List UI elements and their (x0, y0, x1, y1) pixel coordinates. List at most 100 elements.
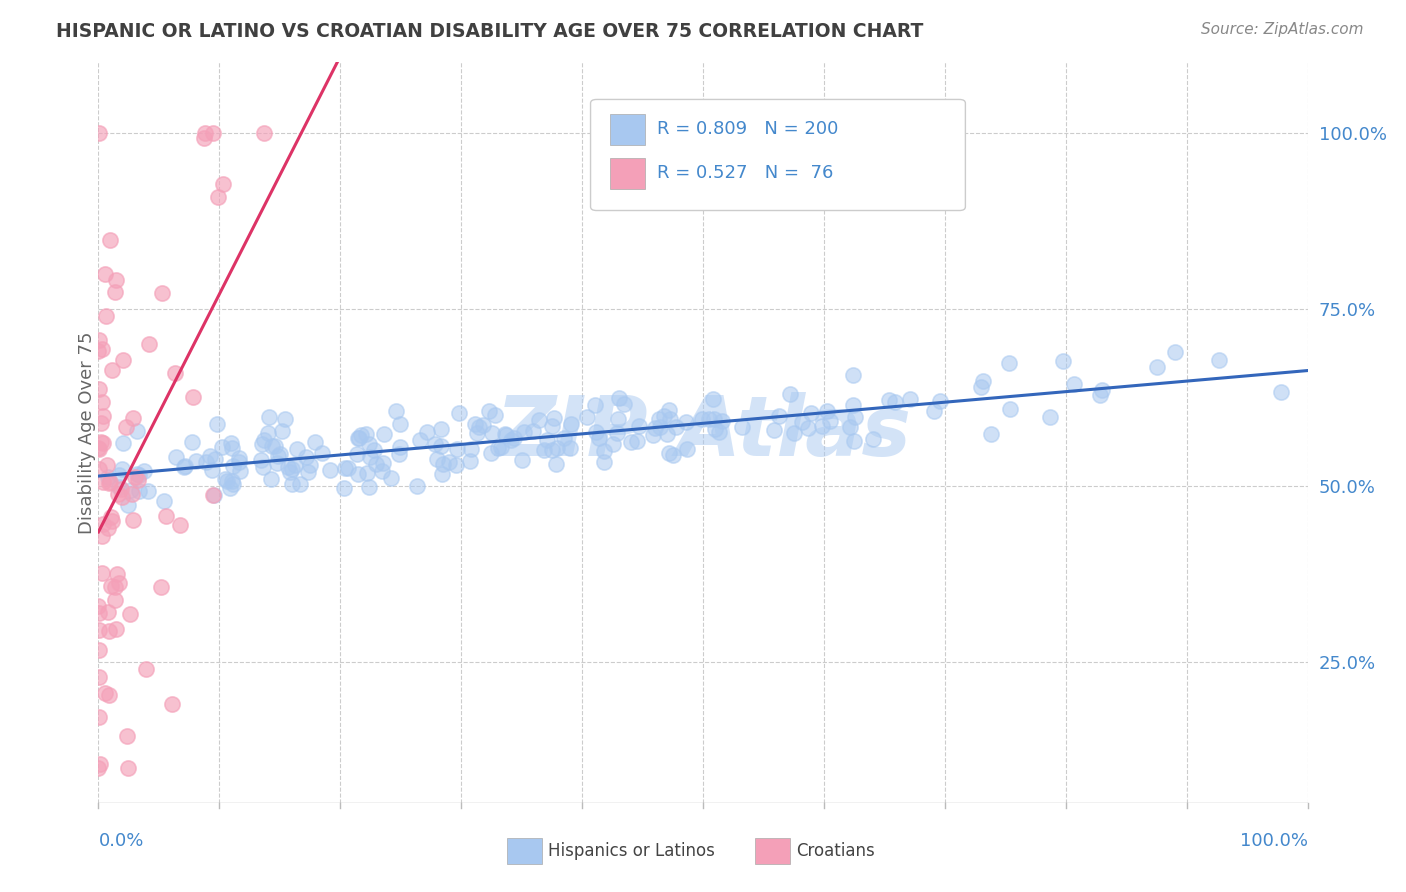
Point (486, 441, 509, 455)
Point (703, 412, 725, 426)
Point (122, 513, 145, 527)
Point (676, 442, 699, 456)
Point (311, 446, 333, 460)
Point (87, 441, 110, 455)
Point (215, 474, 238, 488)
Point (105, 273, 128, 287)
Point (659, 412, 682, 426)
Point (697, 412, 720, 426)
Point (544, 457, 567, 471)
Point (347, 467, 370, 481)
Point (346, 431, 368, 445)
Point (212, 177, 235, 191)
Point (111, 490, 134, 504)
Point (112, 435, 135, 450)
Text: R = 0.527   N =  76: R = 0.527 N = 76 (657, 164, 834, 183)
Point (437, 455, 460, 469)
Point (107, 480, 129, 494)
Point (446, 442, 468, 456)
Point (104, 580, 127, 594)
Point (409, 433, 432, 447)
Point (181, 434, 204, 449)
Point (89, 670, 111, 684)
Point (150, 580, 173, 594)
Point (207, 189, 229, 203)
Point (592, 444, 614, 458)
Point (648, 420, 671, 434)
Point (972, 374, 994, 388)
Point (533, 442, 555, 457)
Point (105, 567, 128, 582)
Point (543, 411, 565, 425)
Point (89, 642, 111, 657)
Text: Hispanics or Latinos: Hispanics or Latinos (548, 842, 716, 860)
Point (602, 437, 624, 451)
Point (267, 449, 290, 463)
Point (692, 412, 714, 426)
Point (782, 425, 804, 440)
Point (416, 425, 439, 439)
Point (262, 439, 284, 453)
Point (165, 366, 187, 380)
Point (842, 368, 865, 383)
Point (127, 424, 149, 438)
Point (658, 403, 681, 417)
Point (97, 476, 120, 491)
Point (998, 402, 1021, 417)
Point (181, 390, 204, 404)
Point (1208, 353, 1230, 368)
Point (193, 130, 215, 145)
Point (628, 419, 651, 434)
Point (297, 465, 319, 479)
Point (844, 409, 866, 424)
Point (87, 442, 110, 456)
Point (194, 126, 217, 140)
Point (295, 450, 318, 465)
Point (495, 427, 517, 442)
Point (202, 488, 225, 502)
Point (620, 435, 643, 450)
Point (884, 395, 907, 409)
Point (380, 471, 402, 485)
Point (364, 457, 387, 471)
Point (266, 456, 288, 470)
Point (97, 520, 120, 534)
FancyBboxPatch shape (755, 838, 790, 863)
Point (110, 482, 132, 496)
Point (502, 431, 524, 445)
Point (108, 576, 131, 591)
Text: 100.0%: 100.0% (1240, 832, 1308, 850)
Point (221, 459, 243, 474)
Point (371, 457, 394, 471)
Point (346, 447, 368, 461)
Point (100, 510, 122, 524)
Point (811, 418, 834, 433)
Point (124, 469, 146, 483)
Point (285, 442, 308, 457)
Point (194, 455, 217, 469)
Point (363, 443, 385, 458)
Point (107, 486, 129, 500)
Point (278, 465, 301, 479)
Point (87, 344, 110, 359)
Point (87, 334, 110, 348)
Point (253, 126, 276, 140)
Point (655, 427, 678, 442)
Point (513, 425, 536, 439)
Point (252, 460, 274, 475)
Point (150, 286, 173, 301)
Point (205, 417, 228, 431)
Text: Source: ZipAtlas.com: Source: ZipAtlas.com (1201, 22, 1364, 37)
Point (115, 420, 138, 434)
Point (710, 414, 733, 428)
Point (269, 447, 291, 461)
Text: Croatians: Croatians (796, 842, 875, 860)
Point (980, 427, 1002, 442)
Point (388, 447, 411, 461)
Point (648, 411, 671, 425)
FancyBboxPatch shape (591, 99, 966, 211)
Point (299, 458, 322, 472)
Point (118, 607, 141, 621)
Point (104, 592, 127, 607)
Point (218, 482, 240, 496)
